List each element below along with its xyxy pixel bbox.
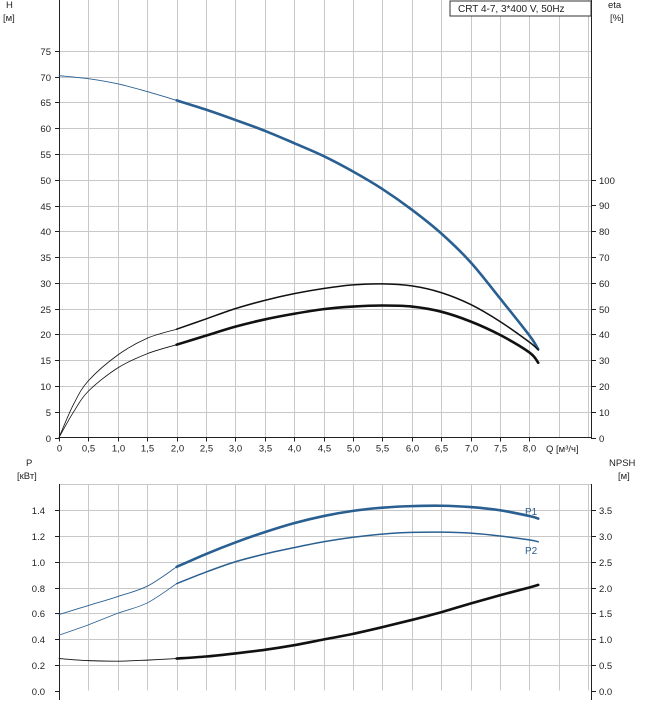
- efficiency-lower-thin-curve: [58, 344, 177, 438]
- npsh-tick-label: 0.0: [599, 687, 612, 698]
- head-tick-label: 0: [46, 434, 51, 445]
- flow-axis-label: Q [м³/ч]: [546, 444, 579, 455]
- efficiency-upper-curve: [175, 283, 539, 351]
- npsh-tick-label: 3.0: [599, 532, 612, 543]
- power-axis-unit: [кВт]: [17, 471, 37, 482]
- npsh-tick-label: 0.5: [599, 661, 612, 672]
- efficiency-tick-label: 20: [599, 382, 610, 393]
- pump-title-box: [449, 0, 592, 17]
- flow-tick-label: 6,5: [435, 444, 448, 455]
- head-tick-label: 35: [40, 253, 51, 264]
- head-tick-label: 15: [40, 356, 51, 367]
- flow-tick-label: 4,5: [318, 444, 331, 455]
- efficiency-tick-label: 80: [599, 227, 610, 238]
- efficiency-tick-label: 40: [599, 330, 610, 341]
- flow-tick-label: 5,0: [347, 444, 360, 455]
- head-tick-label: 10: [40, 382, 51, 393]
- npsh-tick-label: 1.0: [599, 635, 612, 646]
- npsh-axis-label: NPSH: [609, 458, 636, 469]
- efficiency-tick-label: 90: [599, 201, 610, 212]
- power-tick-label: 0.8: [32, 584, 45, 595]
- head-tick-label: 5: [46, 408, 51, 419]
- npsh-tick-label: 2.5: [599, 558, 612, 569]
- efficiency-axis-label: eta: [608, 0, 622, 11]
- flow-tick-label: 1,0: [112, 444, 125, 455]
- flow-tick-label: 6,0: [406, 444, 419, 455]
- head-curve: [175, 99, 540, 351]
- head-tick-label: 70: [40, 73, 51, 84]
- head-tick-label: 50: [40, 176, 51, 187]
- npsh-tick-label: 1.5: [599, 609, 612, 620]
- head-tick-label: 20: [40, 330, 51, 341]
- head-tick-label: 45: [40, 202, 51, 213]
- pump-title: CRT 4-7, 3*400 V, 50Hz: [458, 4, 565, 15]
- flow-tick-label: 7,0: [465, 444, 478, 455]
- power-tick-label: 0.6: [32, 609, 45, 620]
- flow-tick-label: 4,0: [288, 444, 301, 455]
- head-thin-curve: [58, 75, 178, 101]
- efficiency-tick-label: 50: [599, 305, 610, 316]
- head-tick-label: 30: [40, 279, 51, 290]
- npsh-tick-label: 3.5: [599, 506, 612, 517]
- efficiency-tick-label: 10: [599, 408, 610, 419]
- efficiency-tick-label: 70: [599, 253, 610, 264]
- efficiency-axis-unit: [%]: [610, 13, 624, 24]
- efficiency-lower-curve: [175, 304, 540, 365]
- p2-power-curve: [175, 531, 539, 585]
- efficiency-tick-label: 60: [599, 279, 610, 290]
- head-tick-label: 55: [40, 150, 51, 161]
- head-tick-label: 65: [40, 98, 51, 109]
- power-tick-label: 1.4: [32, 506, 45, 517]
- axes-layer: [55, 0, 596, 700]
- head-axis-unit: [м]: [3, 13, 15, 24]
- p1-curve-label: P1: [525, 507, 538, 518]
- p1-power-thin-curve: [58, 566, 178, 615]
- flow-tick-label: 2,0: [171, 444, 184, 455]
- head-tick-label: 40: [40, 227, 51, 238]
- power-tick-label: 0.4: [32, 635, 45, 646]
- flow-tick-label: 0: [57, 444, 62, 455]
- grid-layer: [59, 0, 591, 691]
- flow-tick-label: 0,5: [82, 444, 95, 455]
- p1-power-curve: [175, 504, 540, 569]
- curves-layer: [58, 75, 540, 662]
- head-axis-label: H: [6, 0, 13, 11]
- npsh-tick-label: 2.0: [599, 584, 612, 595]
- efficiency-upper-thin-curve: [58, 328, 177, 438]
- head-tick-label: 75: [40, 47, 51, 58]
- power-axis-label: P: [26, 458, 32, 469]
- npsh-thin-curve: [58, 658, 178, 662]
- power-tick-label: 0.2: [32, 661, 45, 672]
- flow-tick-label: 2,5: [200, 444, 213, 455]
- flow-tick-label: 8,0: [523, 444, 536, 455]
- flow-tick-label: 5,5: [376, 444, 389, 455]
- flow-tick-label: 7,5: [494, 444, 507, 455]
- power-tick-label: 1.2: [32, 532, 45, 543]
- flow-tick-label: 1,5: [141, 444, 154, 455]
- head-tick-label: 60: [40, 124, 51, 135]
- p2-power-thin-curve: [58, 583, 177, 636]
- head-tick-label: 25: [40, 305, 51, 316]
- power-tick-label: 0.0: [32, 687, 45, 698]
- efficiency-tick-label: 0: [599, 434, 604, 445]
- npsh-axis-unit: [м]: [618, 471, 630, 482]
- flow-tick-label: 3,0: [229, 444, 242, 455]
- npsh-curve: [175, 583, 540, 660]
- power-tick-label: 1.0: [32, 558, 45, 569]
- efficiency-tick-label: 100: [599, 176, 615, 187]
- flow-tick-label: 3,5: [259, 444, 272, 455]
- p2-curve-label: P2: [525, 546, 538, 557]
- efficiency-tick-label: 30: [599, 356, 610, 367]
- labels-layer: CRT 4-7, 3*400 V, 50Hz H [м] eta [%] Q […: [3, 0, 636, 698]
